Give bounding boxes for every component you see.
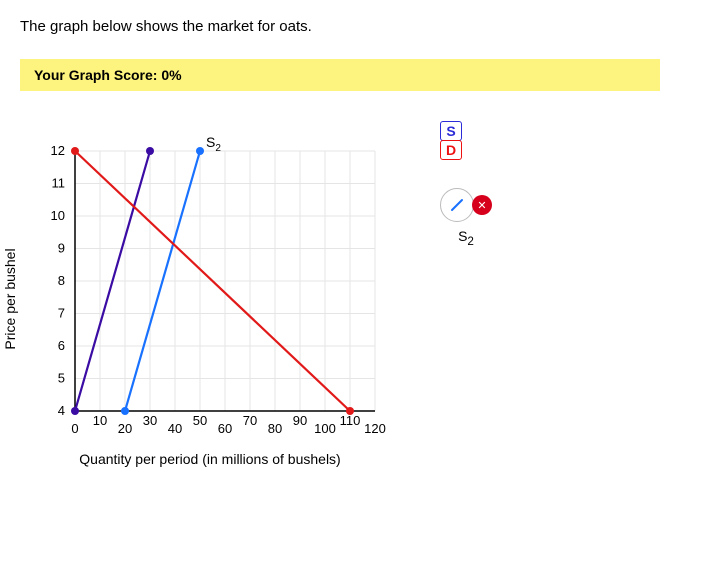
x-tick: 40 <box>168 421 182 436</box>
y-tick: 8 <box>58 273 65 288</box>
x-tick: 50 <box>193 413 207 428</box>
x-tick: 120 <box>364 421 386 436</box>
endpoint[interactable] <box>346 407 354 415</box>
endpoint[interactable] <box>71 147 79 155</box>
chart-svg[interactable]: 0 10 20 30 40 50 60 70 80 90 100 110120 4 5 6 7 8 9 10 11 12… <box>20 131 400 441</box>
x-tick: 10 <box>93 413 107 428</box>
x-tick: 70 <box>243 413 257 428</box>
score-bar: Your Graph Score: 0% <box>20 59 660 91</box>
y-axis-label: Price per bushel <box>2 248 18 349</box>
y-tick: 4 <box>58 403 65 418</box>
y-tick: 5 <box>58 371 65 386</box>
endpoint[interactable] <box>196 147 204 155</box>
intro-text: The graph below shows the market for oat… <box>20 18 685 35</box>
x-tick: 0 <box>71 421 78 436</box>
x-tick: 30 <box>143 413 157 428</box>
endpoint[interactable] <box>121 407 129 415</box>
x-tick: 80 <box>268 421 282 436</box>
y-tick: 7 <box>58 306 65 321</box>
active-drawing-tool[interactable]: ✕ <box>440 188 492 222</box>
x-tick: 20 <box>118 421 132 436</box>
legend: S D ✕ S2 <box>440 121 492 248</box>
tool-label: S2 <box>440 228 492 248</box>
x-tick: 100 <box>314 421 336 436</box>
endpoint[interactable] <box>146 147 154 155</box>
y-tick: 10 <box>51 208 65 223</box>
x-axis-label: Quantity per period (in millions of bush… <box>20 451 400 467</box>
x-tick: 90 <box>293 413 307 428</box>
legend-supply[interactable]: S <box>440 121 462 141</box>
endpoint[interactable] <box>71 407 79 415</box>
chart[interactable]: Price per bushel 01020304050607080901001… <box>20 131 400 467</box>
x-tick: 60 <box>218 421 232 436</box>
y-tick: 6 <box>58 338 65 353</box>
y-tick: 12 <box>51 143 65 158</box>
line-tool-icon[interactable] <box>440 188 474 222</box>
y-tick: 11 <box>52 176 66 191</box>
x-tick: 110 <box>340 413 361 428</box>
y-tick: 9 <box>58 241 65 256</box>
delete-tool-button[interactable]: ✕ <box>472 195 492 215</box>
legend-demand[interactable]: D <box>440 140 462 160</box>
